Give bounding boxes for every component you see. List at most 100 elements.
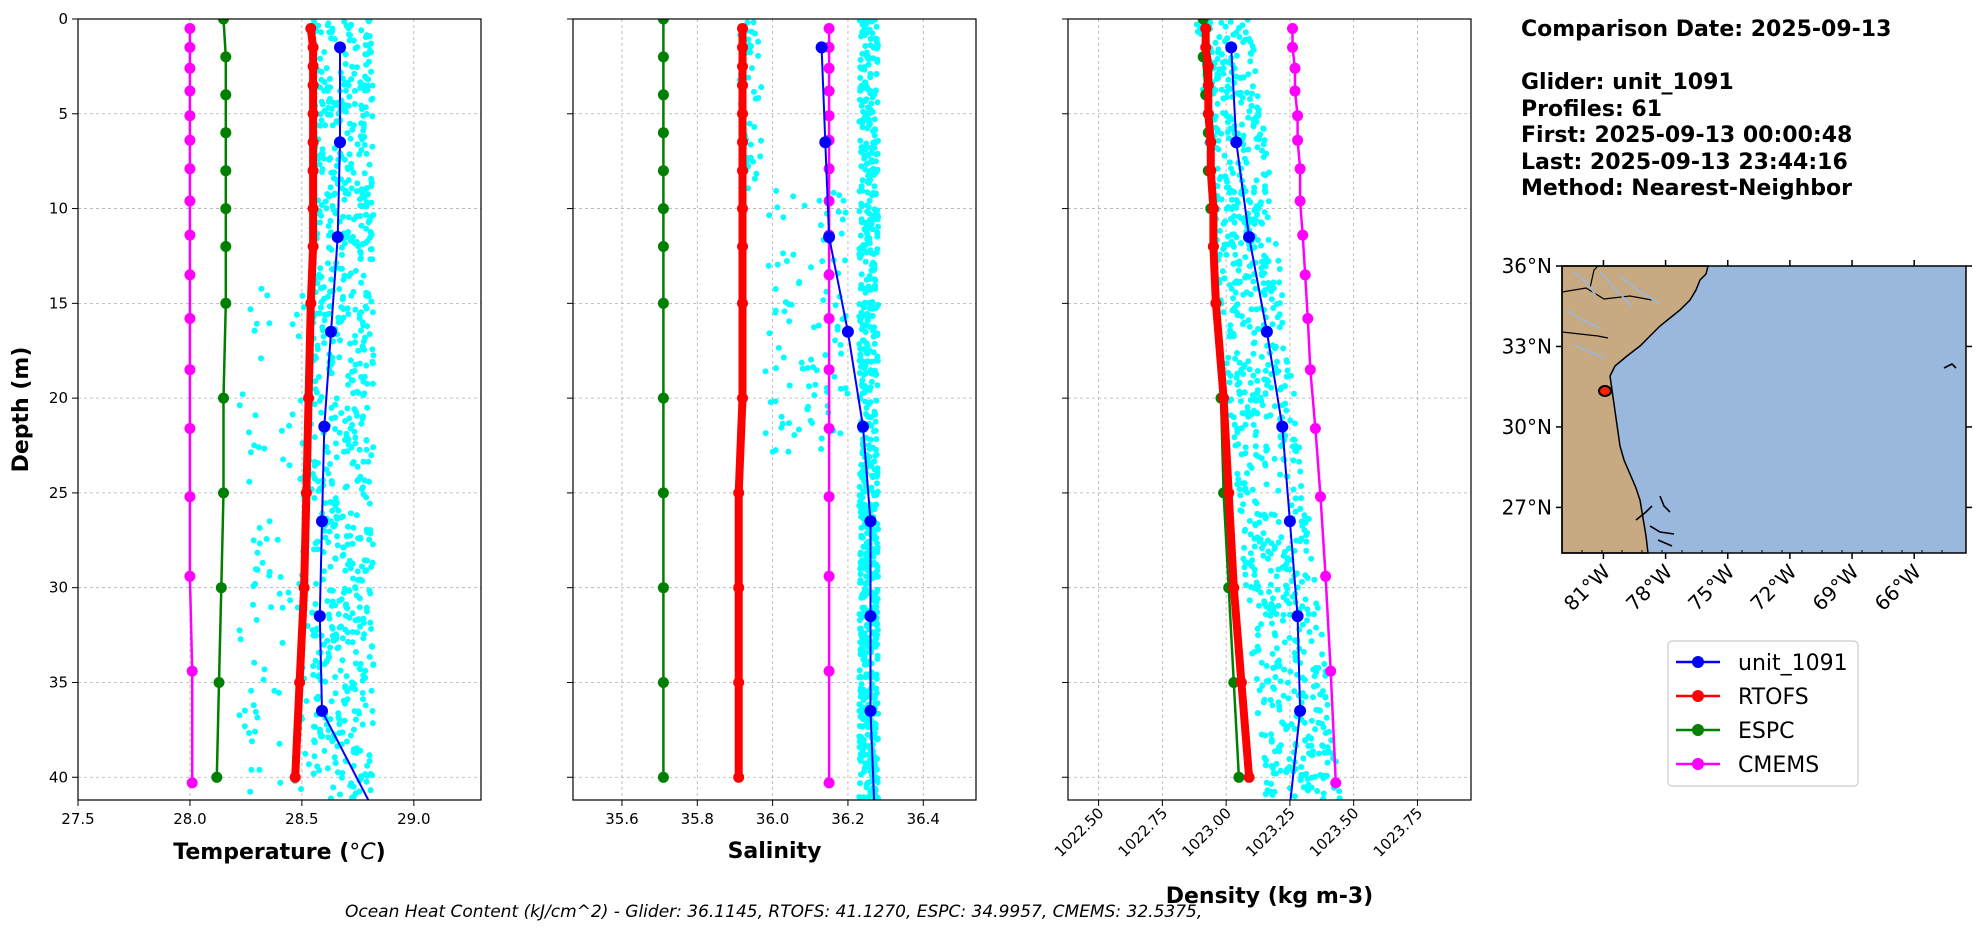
raw-point bbox=[337, 791, 343, 798]
raw-point bbox=[790, 251, 797, 258]
raw-point bbox=[349, 639, 356, 646]
raw-point bbox=[325, 539, 332, 546]
raw-point bbox=[1265, 361, 1272, 368]
raw-point bbox=[348, 160, 355, 167]
raw-point bbox=[340, 276, 347, 283]
raw-point bbox=[332, 426, 339, 432]
raw-point bbox=[285, 589, 292, 596]
series-point bbox=[1302, 313, 1314, 324]
raw-point bbox=[341, 589, 347, 596]
x-tick-label: 1023.75 bbox=[1370, 804, 1427, 861]
raw-point bbox=[745, 74, 752, 81]
raw-point bbox=[863, 222, 870, 229]
raw-point bbox=[873, 397, 880, 404]
raw-point bbox=[363, 494, 370, 501]
raw-point bbox=[329, 507, 336, 514]
raw-point bbox=[251, 327, 258, 334]
raw-point bbox=[873, 35, 880, 42]
x-tick-label: 36.2 bbox=[831, 810, 864, 828]
raw-point bbox=[359, 191, 366, 198]
sal-panel: 35.6 35.8 36.0 36.2 36.4 Salinity bbox=[567, 18, 977, 864]
raw-point bbox=[1238, 425, 1245, 432]
raw-point bbox=[1251, 571, 1258, 578]
series-point bbox=[1202, 79, 1214, 91]
raw-point bbox=[811, 324, 817, 331]
raw-point bbox=[1283, 357, 1290, 364]
series-point bbox=[841, 325, 854, 338]
raw-point bbox=[1237, 278, 1244, 285]
raw-point bbox=[1223, 184, 1230, 191]
raw-point bbox=[239, 391, 246, 398]
raw-point bbox=[289, 321, 296, 328]
raw-point bbox=[1226, 379, 1233, 386]
raw-point bbox=[318, 409, 325, 416]
raw-point bbox=[358, 309, 365, 316]
raw-point bbox=[865, 442, 872, 449]
raw-point bbox=[755, 52, 762, 59]
raw-point bbox=[1254, 93, 1261, 100]
raw-point bbox=[872, 446, 879, 453]
raw-point bbox=[1255, 710, 1262, 717]
raw-point bbox=[1291, 688, 1298, 695]
raw-point bbox=[1271, 630, 1278, 637]
raw-point bbox=[1250, 350, 1257, 357]
raw-point bbox=[360, 615, 367, 622]
series-point bbox=[186, 665, 198, 677]
raw-point bbox=[327, 644, 334, 651]
sal-grid bbox=[573, 18, 976, 800]
raw-point bbox=[864, 556, 871, 563]
raw-point bbox=[347, 120, 353, 127]
raw-point bbox=[858, 144, 865, 151]
x-axis-label: Temperature (°C) bbox=[173, 840, 385, 865]
raw-point bbox=[863, 411, 869, 417]
raw-point bbox=[1291, 650, 1298, 656]
series-point bbox=[823, 313, 835, 324]
raw-point bbox=[864, 202, 871, 209]
raw-point bbox=[863, 563, 870, 570]
raw-point bbox=[866, 122, 872, 129]
raw-point bbox=[1283, 373, 1290, 380]
raw-point bbox=[1262, 611, 1269, 618]
raw-point bbox=[361, 142, 368, 148]
raw-point bbox=[1222, 173, 1229, 180]
raw-point bbox=[369, 143, 376, 150]
raw-point bbox=[1226, 333, 1233, 340]
raw-point bbox=[1283, 590, 1290, 597]
raw-point bbox=[350, 726, 357, 733]
raw-point bbox=[259, 559, 266, 566]
raw-point bbox=[1254, 625, 1261, 632]
raw-point bbox=[1272, 343, 1279, 350]
raw-point bbox=[370, 444, 377, 451]
series-point bbox=[1320, 570, 1332, 582]
raw-point bbox=[339, 770, 346, 776]
raw-point bbox=[857, 625, 864, 632]
raw-point bbox=[342, 484, 349, 491]
raw-point bbox=[864, 189, 871, 196]
raw-point bbox=[338, 596, 345, 603]
raw-point bbox=[1265, 236, 1272, 243]
raw-point bbox=[332, 690, 339, 697]
raw-point bbox=[870, 259, 876, 266]
raw-point bbox=[748, 28, 755, 35]
series-point bbox=[823, 423, 835, 434]
raw-point bbox=[863, 671, 870, 678]
series-point bbox=[184, 229, 196, 241]
raw-point bbox=[766, 330, 773, 337]
raw-point bbox=[1284, 367, 1291, 374]
raw-point bbox=[858, 524, 865, 531]
raw-point bbox=[799, 365, 806, 372]
raw-point bbox=[757, 153, 764, 160]
raw-point bbox=[1222, 110, 1229, 117]
series-point bbox=[864, 515, 877, 528]
raw-point bbox=[867, 42, 874, 49]
series-point bbox=[1291, 610, 1304, 623]
raw-point bbox=[1244, 19, 1251, 23]
raw-point bbox=[772, 398, 779, 405]
raw-point bbox=[1258, 621, 1265, 628]
raw-point bbox=[353, 592, 360, 599]
raw-point bbox=[254, 549, 261, 556]
raw-point bbox=[1246, 517, 1253, 524]
raw-point bbox=[316, 161, 323, 168]
series-point bbox=[1207, 241, 1219, 252]
raw-point bbox=[1236, 359, 1243, 366]
